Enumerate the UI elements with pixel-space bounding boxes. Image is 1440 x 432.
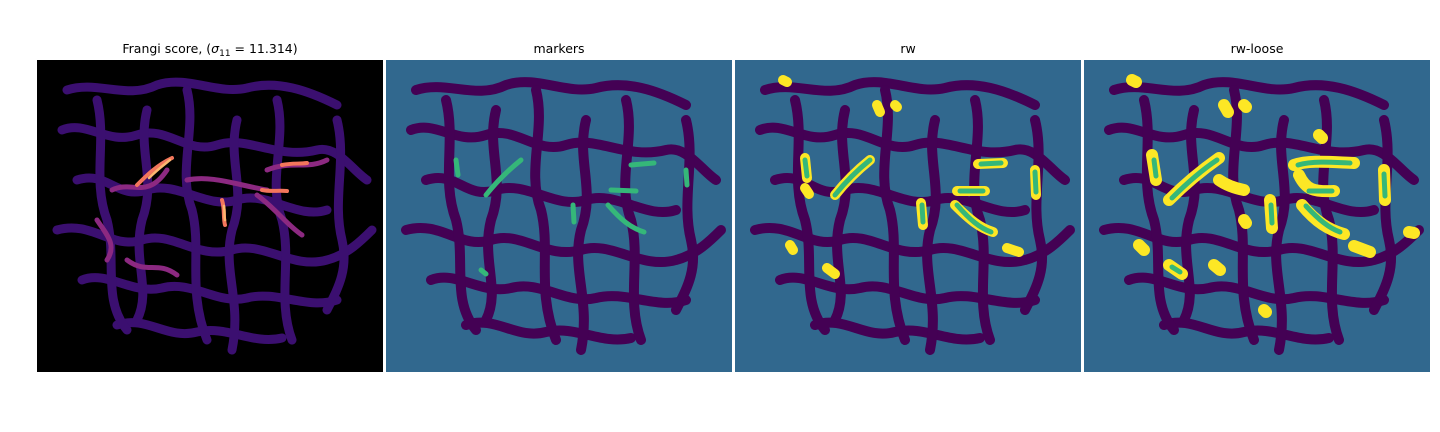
rw-loose-image: [1084, 60, 1430, 372]
frangi-vessel-network: [52, 77, 377, 355]
frangi-score-image: [37, 60, 383, 372]
sigma-symbol: σ: [211, 41, 220, 56]
frangi-title-prefix: Frangi score, (: [122, 41, 212, 56]
markers-image: [386, 60, 732, 372]
region-network: [1099, 77, 1424, 355]
frangi-background: [37, 60, 383, 372]
marker-blobs: [453, 157, 690, 277]
region-network: [401, 77, 726, 355]
rw-panel-title: rw: [900, 41, 916, 56]
sigma-subscript: 11: [219, 49, 231, 59]
frangi-title-suffix: = 11.314): [230, 41, 298, 56]
frangi-panel-title: Frangi score, (σ11 = 11.314): [37, 41, 383, 59]
loose-segment-fill: [1151, 157, 1388, 275]
rw-image: [735, 60, 1081, 372]
segment-fill: [802, 157, 1039, 235]
rw-loose-panel-title: rw-loose: [1230, 41, 1284, 56]
markers-panel-title: markers: [533, 41, 585, 56]
region-network: [750, 77, 1075, 355]
